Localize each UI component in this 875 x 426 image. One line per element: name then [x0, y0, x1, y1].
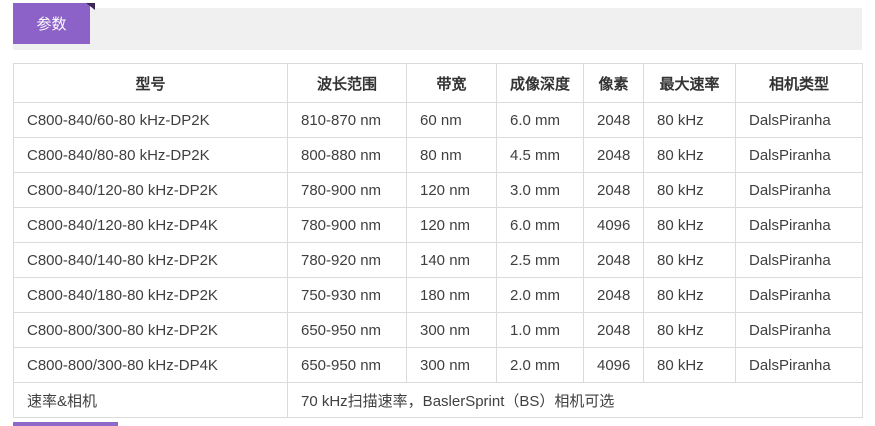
- cell-wavelength: 750-930 nm: [287, 277, 407, 313]
- cell-depth: 4.5 mm: [496, 137, 584, 173]
- cell-max-speed: 80 kHz: [643, 172, 736, 208]
- cell-model: C800-800/300-80 kHz-DP2K: [13, 312, 288, 348]
- cell-model: C800-840/60-80 kHz-DP2K: [13, 102, 288, 138]
- cell-model: C800-840/80-80 kHz-DP2K: [13, 137, 288, 173]
- cell-camera-type: DalsPiranha: [735, 172, 863, 208]
- tab-parameters[interactable]: 参数: [13, 3, 95, 44]
- cell-max-speed: 80 kHz: [643, 207, 736, 243]
- cell-wavelength: 780-900 nm: [287, 172, 407, 208]
- table-row: C800-800/300-80 kHz-DP2K 650-950 nm 300 …: [13, 312, 863, 348]
- spec-table: 型号 波长范围 带宽 成像深度 像素 最大速率 相机类型 C800-840/60…: [13, 63, 863, 418]
- tab-fold-corner-icon: [86, 3, 95, 10]
- cell-max-speed: 80 kHz: [643, 312, 736, 348]
- table-row: C800-800/300-80 kHz-DP4K 650-950 nm 300 …: [13, 347, 863, 383]
- cell-depth: 2.0 mm: [496, 347, 584, 383]
- column-header-max-speed: 最大速率: [643, 63, 736, 103]
- cell-camera-type: DalsPiranha: [735, 242, 863, 278]
- next-tab-top-edge[interactable]: [13, 422, 118, 426]
- table-header-row: 型号 波长范围 带宽 成像深度 像素 最大速率 相机类型: [13, 63, 863, 103]
- tab-strip-background: [13, 8, 862, 50]
- cell-max-speed: 80 kHz: [643, 242, 736, 278]
- cell-max-speed: 80 kHz: [643, 347, 736, 383]
- cell-wavelength: 780-920 nm: [287, 242, 407, 278]
- cell-camera-type: DalsPiranha: [735, 277, 863, 313]
- cell-bandwidth: 140 nm: [406, 242, 497, 278]
- cell-model: C800-840/140-80 kHz-DP2K: [13, 242, 288, 278]
- cell-camera-type: DalsPiranha: [735, 347, 863, 383]
- column-header-imaging-depth: 成像深度: [496, 63, 584, 103]
- cell-bandwidth: 120 nm: [406, 207, 497, 243]
- cell-bandwidth: 60 nm: [406, 102, 497, 138]
- tab-parameters-label: 参数: [36, 16, 67, 33]
- cell-bandwidth: 120 nm: [406, 172, 497, 208]
- cell-wavelength: 650-950 nm: [287, 347, 407, 383]
- cell-camera-type: DalsPiranha: [735, 137, 863, 173]
- table-row: C800-840/80-80 kHz-DP2K 800-880 nm 80 nm…: [13, 137, 863, 173]
- cell-camera-type: DalsPiranha: [735, 312, 863, 348]
- cell-pixels: 2048: [583, 137, 644, 173]
- cell-depth: 6.0 mm: [496, 102, 584, 138]
- column-header-camera-type: 相机类型: [735, 63, 863, 103]
- table-footer-row: 速率&相机 70 kHz扫描速率，BaslerSprint（BS）相机可选: [13, 382, 863, 418]
- cell-pixels: 2048: [583, 172, 644, 208]
- cell-wavelength: 650-950 nm: [287, 312, 407, 348]
- column-header-model: 型号: [13, 63, 288, 103]
- cell-depth: 1.0 mm: [496, 312, 584, 348]
- cell-pixels: 2048: [583, 242, 644, 278]
- cell-wavelength: 810-870 nm: [287, 102, 407, 138]
- column-header-bandwidth: 带宽: [406, 63, 497, 103]
- table-row: C800-840/180-80 kHz-DP2K 750-930 nm 180 …: [13, 277, 863, 313]
- cell-bandwidth: 300 nm: [406, 347, 497, 383]
- cell-model: C800-800/300-80 kHz-DP4K: [13, 347, 288, 383]
- cell-max-speed: 80 kHz: [643, 137, 736, 173]
- cell-depth: 2.0 mm: [496, 277, 584, 313]
- cell-depth: 6.0 mm: [496, 207, 584, 243]
- table-row: C800-840/120-80 kHz-DP4K 780-900 nm 120 …: [13, 207, 863, 243]
- cell-depth: 3.0 mm: [496, 172, 584, 208]
- cell-max-speed: 80 kHz: [643, 102, 736, 138]
- cell-wavelength: 800-880 nm: [287, 137, 407, 173]
- table-row: C800-840/140-80 kHz-DP2K 780-920 nm 140 …: [13, 242, 863, 278]
- cell-model: C800-840/120-80 kHz-DP2K: [13, 172, 288, 208]
- cell-pixels: 4096: [583, 347, 644, 383]
- cell-bandwidth: 300 nm: [406, 312, 497, 348]
- column-header-wavelength-range: 波长范围: [287, 63, 407, 103]
- cell-bandwidth: 80 nm: [406, 137, 497, 173]
- cell-pixels: 4096: [583, 207, 644, 243]
- cell-depth: 2.5 mm: [496, 242, 584, 278]
- table-row: C800-840/120-80 kHz-DP2K 780-900 nm 120 …: [13, 172, 863, 208]
- cell-bandwidth: 180 nm: [406, 277, 497, 313]
- footer-label: 速率&相机: [13, 382, 288, 418]
- cell-pixels: 2048: [583, 312, 644, 348]
- cell-camera-type: DalsPiranha: [735, 102, 863, 138]
- cell-max-speed: 80 kHz: [643, 277, 736, 313]
- cell-pixels: 2048: [583, 277, 644, 313]
- cell-wavelength: 780-900 nm: [287, 207, 407, 243]
- footer-value: 70 kHz扫描速率，BaslerSprint（BS）相机可选: [287, 382, 863, 418]
- column-header-pixels: 像素: [583, 63, 644, 103]
- cell-camera-type: DalsPiranha: [735, 207, 863, 243]
- cell-model: C800-840/120-80 kHz-DP4K: [13, 207, 288, 243]
- cell-model: C800-840/180-80 kHz-DP2K: [13, 277, 288, 313]
- table-row: C800-840/60-80 kHz-DP2K 810-870 nm 60 nm…: [13, 102, 863, 138]
- cell-pixels: 2048: [583, 102, 644, 138]
